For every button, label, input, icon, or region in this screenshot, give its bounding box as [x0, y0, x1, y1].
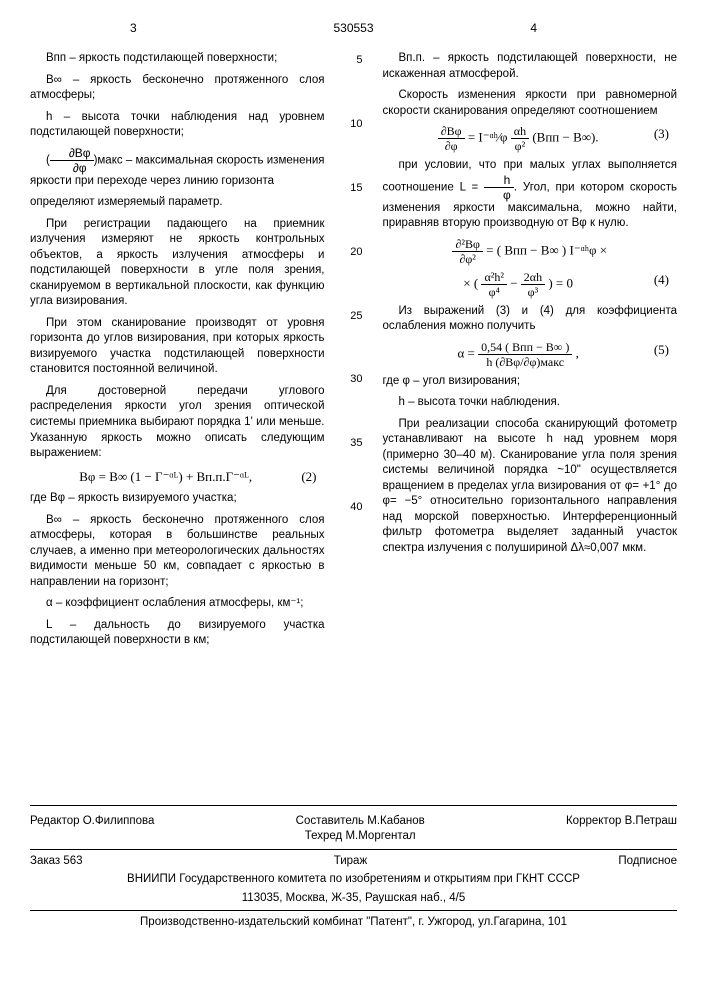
- footer: Редактор О.Филиппова Составитель М.Кабан…: [30, 805, 677, 931]
- vniipi-line: ВНИИПИ Государственного комитета по изоб…: [30, 872, 677, 888]
- vniipi-address: 113035, Москва, Ж-35, Раушская наб., 4/5: [30, 891, 677, 907]
- right-column: Bп.п. – яркость подстилающей поверх­ност…: [383, 51, 678, 655]
- line-number-gutter: 5 10 15 20 25 30 35 40: [345, 51, 363, 655]
- tirazh: Тираж: [334, 854, 367, 870]
- para: Скорость изменения яркости при равно­мер…: [383, 88, 678, 119]
- equation-4-line1: ∂²Bφ∂φ² = ( Bпп − B∞ ) I⁻ᵅʰφ ×: [383, 238, 678, 265]
- para: При регистрации падающего на прием­ник и…: [30, 217, 325, 310]
- para: Для достоверной передачи углового распре…: [30, 384, 325, 462]
- page-header: 3 530553 4: [30, 20, 677, 36]
- para: При этом сканирование производят от уров…: [30, 316, 325, 378]
- body-columns: Bпп – яркость подстилающей поверхно­сти;…: [30, 51, 677, 655]
- para: h – высота точки наблюдения.: [383, 395, 678, 411]
- fraction: ∂Bφ∂φ: [50, 147, 94, 174]
- para: определяют измеряемый параметр.: [30, 195, 325, 211]
- page-number-right: 4: [530, 20, 537, 36]
- equation-3: ∂Bφ∂φ = I⁻ᵅʰ⁄φ αhφ² (Bпп − B∞). (3): [383, 125, 678, 152]
- page-number-left: 3: [130, 20, 137, 36]
- left-column: Bпп – яркость подстилающей поверхно­сти;…: [30, 51, 325, 655]
- subscription: Подписное: [618, 854, 677, 870]
- editor: Редактор О.Филиппова: [30, 814, 154, 845]
- para: (∂Bφ∂φ)макс – максимальная скорость из­м…: [30, 147, 325, 190]
- document-number: 530553: [333, 20, 373, 36]
- equation-5: α = 0,54 ( Bпп − B∞ )h (∂Bφ/∂φ)макс , (5…: [383, 341, 678, 368]
- para: При реализации способа сканирующий фотом…: [383, 417, 678, 557]
- para: h – высота точки наблюдения над уровнем …: [30, 110, 325, 141]
- equation-4-line2: × ( α²h²φ⁴ − 2αhφ³ ) = 0 (4): [383, 271, 678, 298]
- para: α – коэффициент ослабления атмосфе­ры, к…: [30, 596, 325, 612]
- equation-2: Bφ = B∞ (1 − Γ⁻ᵅᴸ) + Bп.п.Γ⁻ᵅᴸ, (2): [30, 468, 325, 486]
- para: B∞ – яркость бесконечно протяженного сло…: [30, 513, 325, 591]
- publisher-line: Производственно-издательский комбинат "П…: [30, 915, 677, 931]
- para: где φ – угол визирования;: [383, 374, 678, 390]
- para: где Bφ – яркость визируемого участка;: [30, 491, 325, 507]
- para: B∞ – яркость бесконечно протяженного сло…: [30, 73, 325, 104]
- para: L – дальность до визируемого участка под…: [30, 618, 325, 649]
- para: Bпп – яркость подстилающей поверхно­сти;: [30, 51, 325, 67]
- corrector: Корректор В.Петраш: [566, 814, 677, 845]
- para: при условии, что при малых углах выполня…: [383, 158, 678, 232]
- para: Из выражений (3) и (4) для коэффициен­та…: [383, 304, 678, 335]
- compiler-techred: Составитель М.Кабанов Техред М.Моргентал: [296, 814, 425, 845]
- divider: [30, 910, 677, 911]
- footer-split: Заказ 563 Тираж Подписное: [30, 849, 677, 870]
- footer-credits-row: Редактор О.Филиппова Составитель М.Кабан…: [30, 814, 677, 845]
- para: Bп.п. – яркость подстилающей поверх­ност…: [383, 51, 678, 82]
- order-number: Заказ 563: [30, 854, 83, 870]
